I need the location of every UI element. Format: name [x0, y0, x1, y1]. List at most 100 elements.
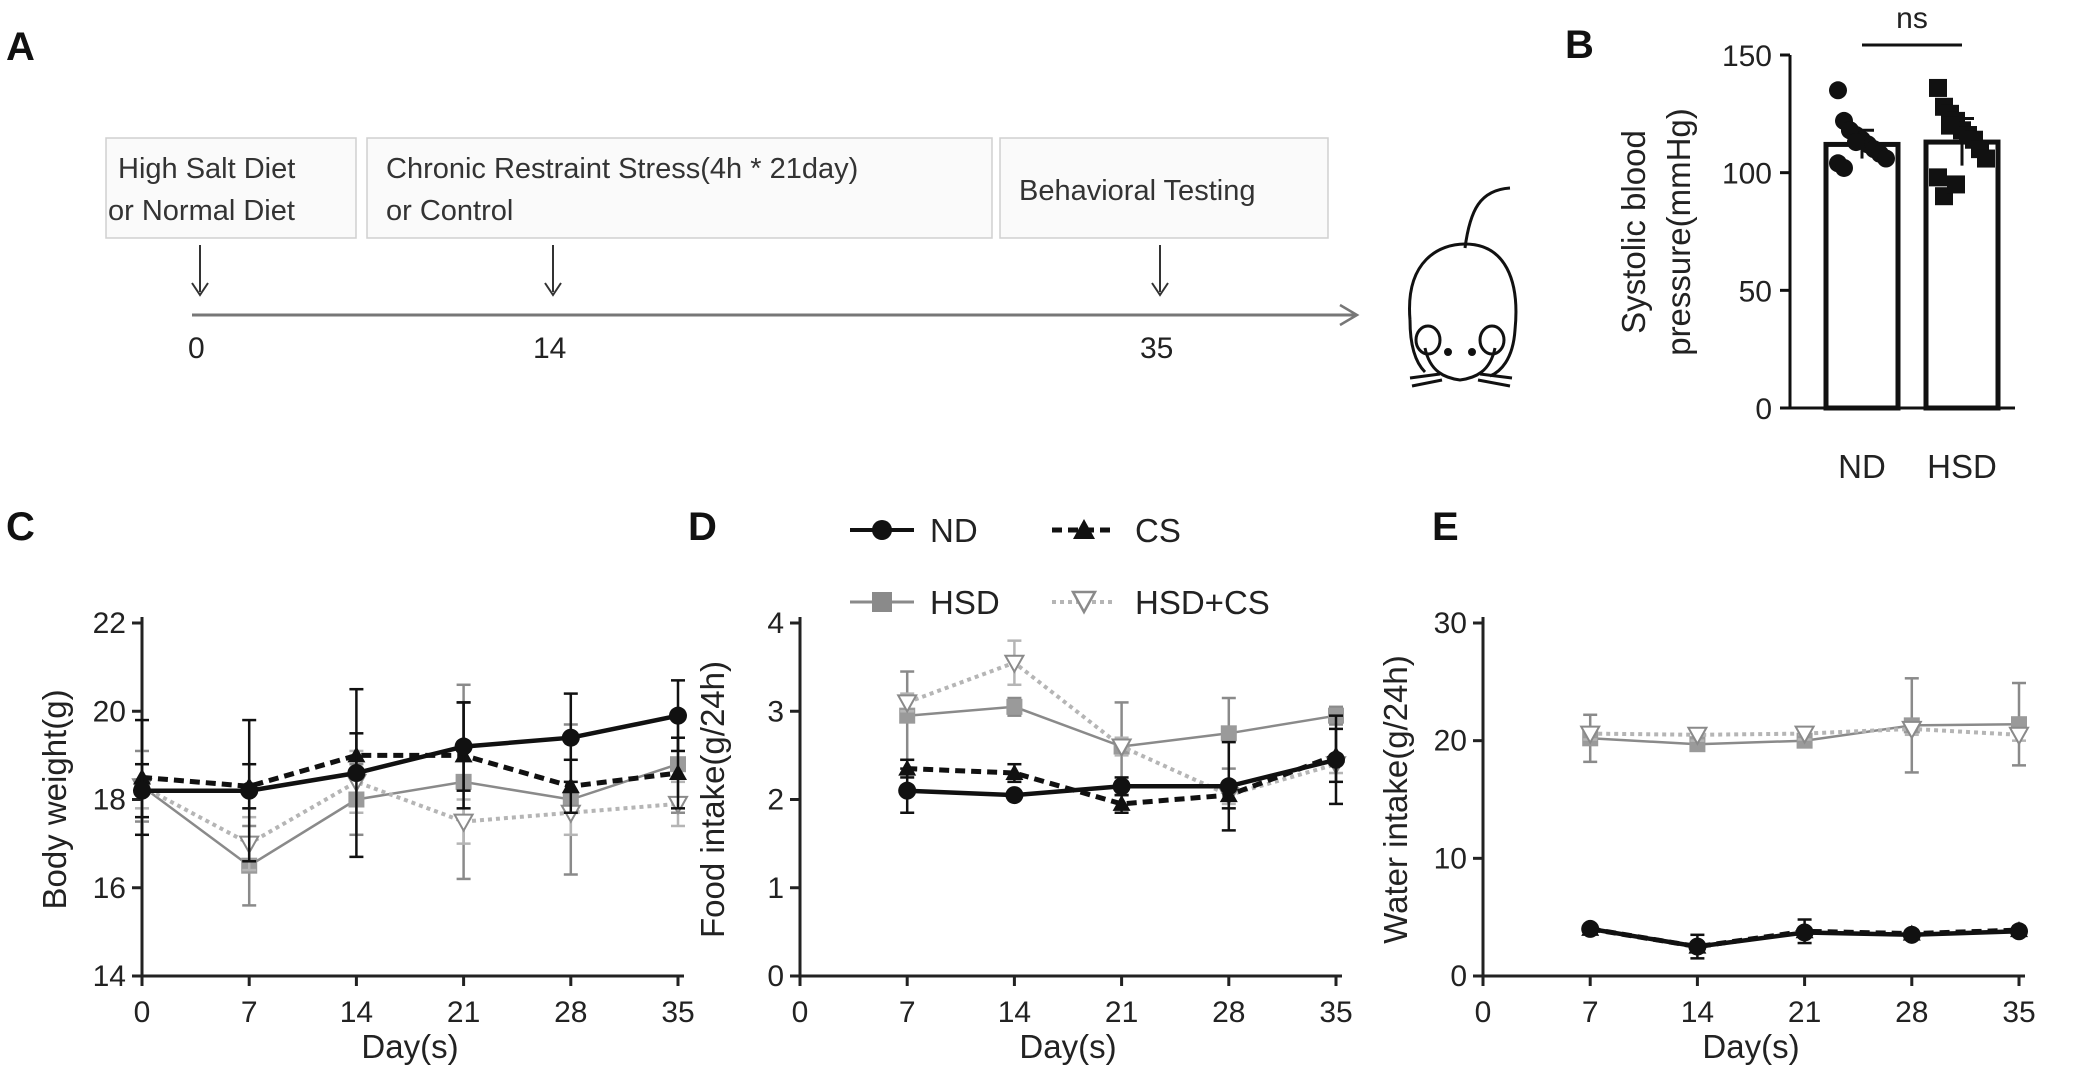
- mouse-paws: [1409, 372, 1513, 388]
- chart-c-xtick-label: 14: [340, 996, 373, 1029]
- chart-e-point-hsd-cs: [1901, 720, 1923, 740]
- chart-b-ytick-label: 150: [1722, 40, 1772, 73]
- chart-c-series-nd: [133, 679, 687, 863]
- timeline-box-diet: [105, 137, 357, 239]
- chart-c-ytick-label: 22: [93, 607, 126, 640]
- timeline-behavior-label: Behavioral Testing: [1019, 175, 1255, 207]
- chart-d-point-nd: [1112, 777, 1131, 796]
- chart-e-xtick-label: 14: [1681, 996, 1714, 1029]
- chart-c: 14 16 18 20 22 0 7 14 21 28 35 Day(s) Body weight(g): [36, 607, 695, 1065]
- panel-a-letter: A: [6, 25, 35, 69]
- timeline-arrowhead-day35: [1151, 282, 1169, 297]
- chart-c-xtick-label: 35: [661, 996, 694, 1029]
- chart-e-x-label: Day(s): [1702, 1028, 1799, 1065]
- legend-item-nd: ND: [850, 512, 978, 549]
- chart-d-xtick-label: 28: [1212, 996, 1245, 1029]
- chart-e-ytick-label: 20: [1434, 725, 1467, 758]
- timeline-tick-14: 14: [533, 332, 566, 365]
- chart-c-ytick-label: 18: [93, 784, 126, 817]
- chart-b-point-nd: [1877, 149, 1895, 168]
- timeline-diet-line1: High Salt Diet: [118, 153, 295, 185]
- chart-c-point-nd: [561, 728, 580, 747]
- timeline-box-behavior: [999, 137, 1329, 239]
- chart-b-point-hsd: [1941, 116, 1959, 135]
- mouse-tail: [1463, 186, 1511, 249]
- chart-d-point-nd: [898, 781, 917, 800]
- chart-b-y-label-line1: Systolic blood: [1615, 130, 1652, 334]
- legend-item-cs: CS: [1052, 512, 1181, 549]
- legend-marker-cs: [1073, 519, 1095, 539]
- chart-e-xtick-label: 28: [1895, 996, 1928, 1029]
- timeline-axis-arrowhead: [1339, 303, 1360, 327]
- chart-c-point-cs: [669, 764, 687, 781]
- chart-d-y-label: Food intake(g/24h): [694, 661, 731, 938]
- chart-b-xtick-label-nd: ND: [1838, 448, 1886, 485]
- chart-c-point-nd: [240, 781, 259, 800]
- chart-d-line-cs: [907, 753, 1337, 807]
- chart-c-line-nd: [142, 713, 679, 793]
- chart-e-xtick-label: 21: [1788, 996, 1821, 1029]
- chart-c-series-cs: [133, 701, 687, 837]
- chart-e-series-hsd: [1582, 677, 2027, 774]
- mouse-ear-left: [1414, 324, 1442, 356]
- chart-c-line-hsd: [141, 763, 679, 868]
- chart-b-point-hsd: [1929, 78, 1947, 97]
- chart-d-point-hsd-cs: [1003, 654, 1026, 674]
- timeline-tick-35: 35: [1140, 332, 1173, 365]
- legend-label-cs: CS: [1135, 512, 1181, 549]
- chart-d-point-hsd: [1006, 698, 1023, 715]
- legend-label-nd: ND: [930, 512, 978, 549]
- chart-e-point-nd: [1902, 925, 1921, 944]
- chart-e-y-label: Water intake(g/24h): [1377, 655, 1414, 944]
- mouse-ear-right: [1478, 324, 1506, 356]
- chart-d-xtick-label: 0: [792, 996, 809, 1029]
- timeline-stress-line1: Chronic Restraint Stress(4h * 21day): [386, 153, 858, 185]
- legend: ND CS HSD HSD+CS: [850, 512, 1270, 621]
- panel-e-letter: E: [1432, 505, 1459, 549]
- chart-e-point-hsd-cs: [1793, 725, 1816, 745]
- mouse-body: [1408, 242, 1518, 378]
- chart-c-point-cs: [561, 777, 580, 794]
- chart-c-point-nd: [133, 781, 151, 800]
- chart-d-point-nd: [1327, 750, 1345, 769]
- chart-d-point-hsd: [1220, 725, 1237, 742]
- timeline-stress-line2: or Control: [386, 195, 513, 227]
- chart-b-point-hsd: [1929, 168, 1947, 187]
- chart-c-series-hsd: [134, 683, 686, 907]
- legend-item-hsd-cs: HSD+CS: [1052, 584, 1270, 621]
- chart-d-point-nd: [1219, 777, 1238, 796]
- panel-d-letter: D: [688, 505, 717, 549]
- legend-label-hsd: HSD: [930, 584, 1000, 621]
- chart-e-xtick-label: 7: [1582, 996, 1599, 1029]
- legend-marker-nd: [872, 520, 892, 540]
- mouse-head: [1423, 347, 1497, 382]
- chart-b-bar-nd: [1823, 141, 1901, 411]
- chart-d-xtick-label: 14: [998, 996, 1031, 1029]
- chart-c-point-nd: [454, 737, 473, 756]
- chart-c-ytick-label: 20: [93, 695, 126, 728]
- chart-d-series-nd: [898, 714, 1345, 832]
- chart-b-point-nd: [1835, 158, 1853, 177]
- timeline-arrows: [191, 245, 1360, 327]
- chart-c-point-nd: [347, 764, 366, 783]
- chart-e-point-nd: [2010, 922, 2028, 941]
- chart-e-point-nd: [1581, 919, 1600, 938]
- chart-e-ytick-label: 30: [1434, 607, 1467, 640]
- chart-d-xtick-label: 21: [1105, 996, 1138, 1029]
- chart-c-xtick-label: 28: [554, 996, 587, 1029]
- chart-d-x-label: Day(s): [1019, 1028, 1116, 1065]
- chart-b-ytick-label: 0: [1755, 393, 1772, 426]
- chart-d-point-hsd-cs: [1110, 738, 1133, 758]
- chart-d-ytick-label: 1: [767, 872, 784, 905]
- chart-d-ytick-label: 0: [767, 960, 784, 993]
- chart-c-xtick-label: 21: [447, 996, 480, 1029]
- chart-d-point-cs: [1112, 794, 1131, 811]
- chart-e-series-nd: [1581, 919, 2028, 956]
- timeline-arrowhead-day14: [544, 282, 562, 297]
- chart-c-series-hsd-cs: [131, 749, 689, 872]
- chart-b: 0 50 100 150 ND HSD ns Systolic blood pressure(m…: [1615, 2, 2015, 485]
- chart-e-point-hsd-cs: [1579, 725, 1601, 745]
- chart-c-point-nd: [669, 706, 687, 725]
- chart-e-point-hsd-cs: [1686, 726, 1709, 746]
